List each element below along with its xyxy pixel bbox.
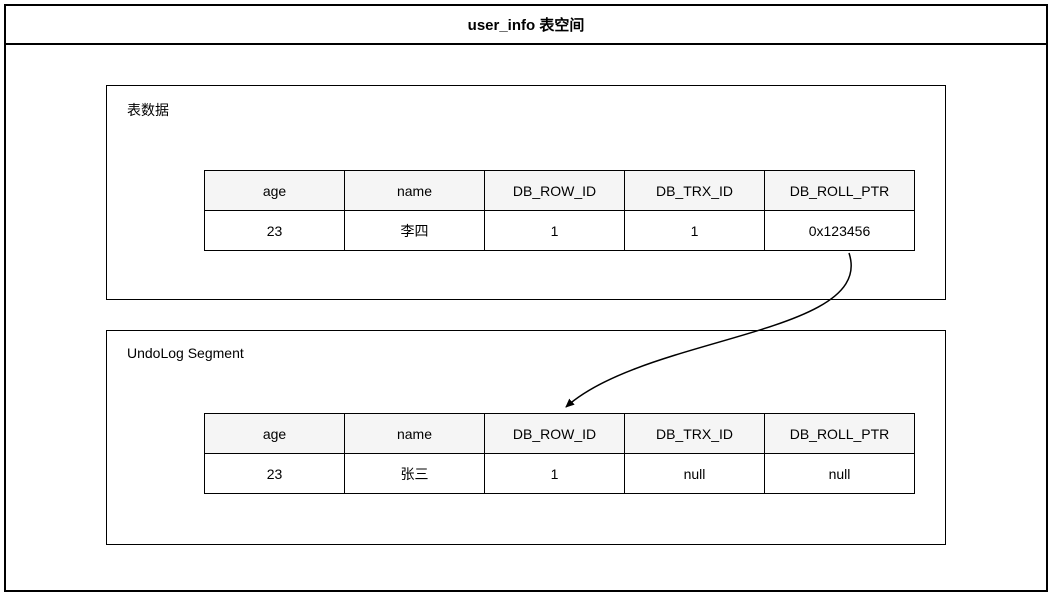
- cell: 1: [485, 454, 625, 494]
- cell: 李四: [345, 211, 485, 251]
- undolog-label: UndoLog Segment: [127, 345, 244, 361]
- tablespace-container: user_info 表空间 表数据 agenameDB_ROW_IDDB_TRX…: [4, 4, 1048, 592]
- col-header: age: [205, 171, 345, 211]
- cell: null: [625, 454, 765, 494]
- cell: 1: [625, 211, 765, 251]
- cell: 1: [485, 211, 625, 251]
- tablespace-title: user_info 表空间: [6, 6, 1046, 45]
- cell: 23: [205, 211, 345, 251]
- col-header: DB_TRX_ID: [625, 414, 765, 454]
- diagram-body: 表数据 agenameDB_ROW_IDDB_TRX_IDDB_ROLL_PTR…: [6, 45, 1046, 590]
- cell: 23: [205, 454, 345, 494]
- table-data-label: 表数据: [127, 100, 169, 120]
- col-header: age: [205, 414, 345, 454]
- col-header: DB_ROW_ID: [485, 414, 625, 454]
- col-header: name: [345, 414, 485, 454]
- cell: 张三: [345, 454, 485, 494]
- col-header: name: [345, 171, 485, 211]
- col-header: DB_TRX_ID: [625, 171, 765, 211]
- table-data-grid: agenameDB_ROW_IDDB_TRX_IDDB_ROLL_PTR 23李…: [204, 170, 915, 251]
- undolog-grid: agenameDB_ROW_IDDB_TRX_IDDB_ROLL_PTR 23张…: [204, 413, 915, 494]
- col-header: DB_ROLL_PTR: [765, 414, 915, 454]
- cell: null: [765, 454, 915, 494]
- cell: 0x123456: [765, 211, 915, 251]
- col-header: DB_ROLL_PTR: [765, 171, 915, 211]
- col-header: DB_ROW_ID: [485, 171, 625, 211]
